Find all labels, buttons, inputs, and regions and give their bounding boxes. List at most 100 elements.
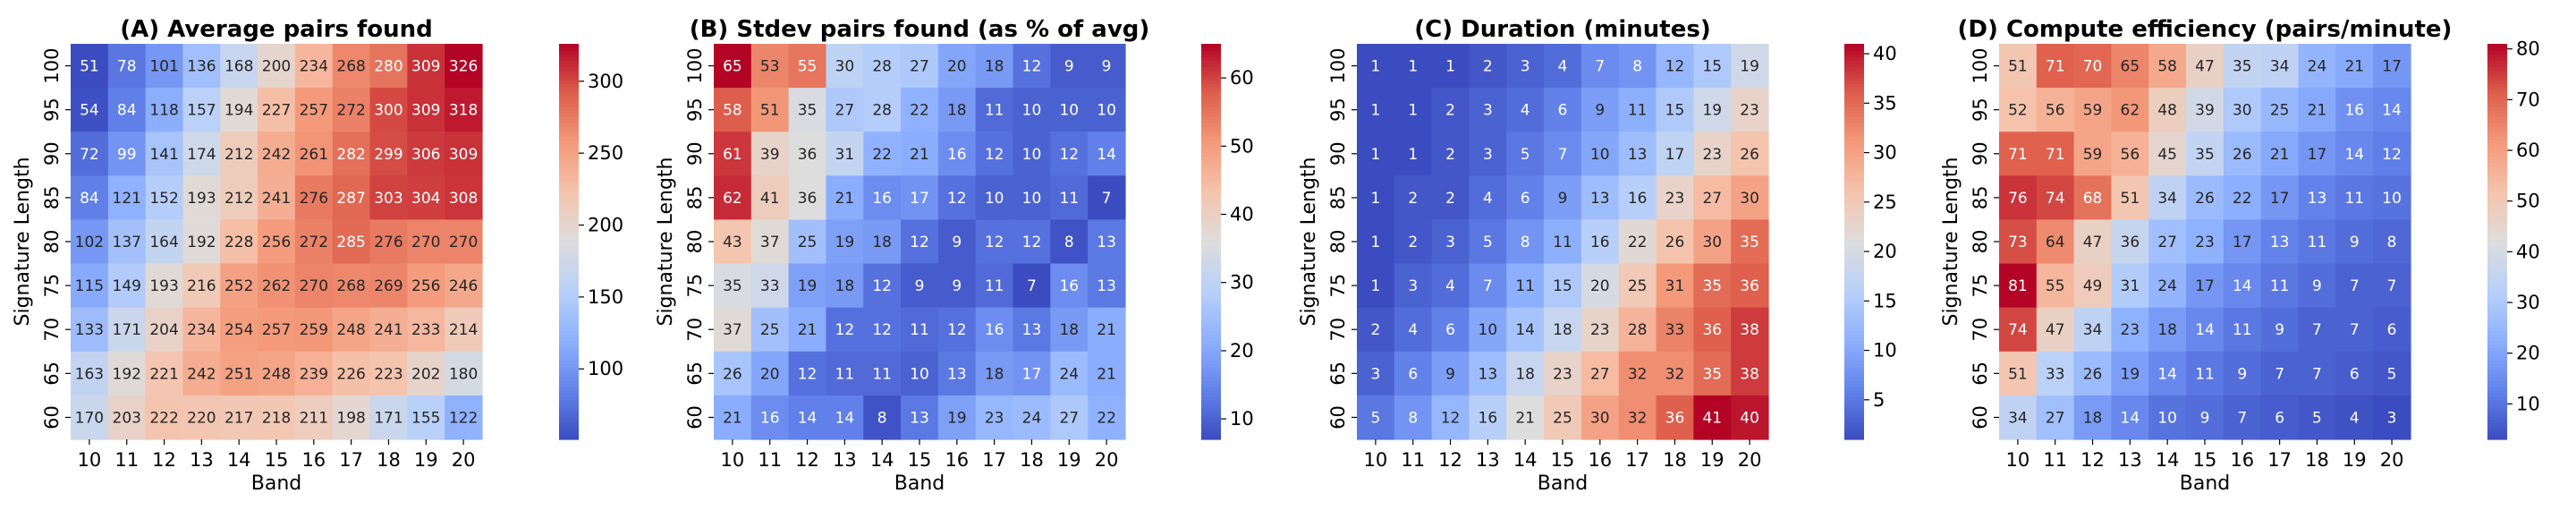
heatmap-cell xyxy=(258,175,296,221)
cell-value-label: 7 xyxy=(2237,409,2247,427)
colorbar-segment xyxy=(2487,268,2507,272)
cell-value-label: 8 xyxy=(1064,234,1074,251)
x-tick-label: 15 xyxy=(1551,449,1575,471)
cell-value-label: 56 xyxy=(2046,102,2065,120)
heatmap-cell xyxy=(901,132,939,176)
colorbar-segment xyxy=(1844,324,1864,328)
colorbar-segment xyxy=(1201,281,1221,285)
heatmap-cell xyxy=(407,307,445,353)
cell-value-label: 32 xyxy=(1628,409,1648,427)
colorbar-segment xyxy=(559,158,579,164)
colorbar-segment xyxy=(1844,297,1864,302)
colorbar-tick-label: 10 xyxy=(2516,393,2540,414)
heatmap-cell xyxy=(975,44,1014,89)
heatmap-cell xyxy=(369,88,408,132)
heatmap-cell xyxy=(2260,175,2300,221)
cell-value-label: 228 xyxy=(225,234,253,251)
y-tick-label: 85 xyxy=(41,186,63,210)
colorbar-segment xyxy=(1844,334,1864,338)
colorbar-segment xyxy=(559,344,579,348)
colorbar-tick-label: 5 xyxy=(1873,389,1885,411)
colorbar-segment xyxy=(1844,330,1864,335)
cell-value-label: 36 xyxy=(1665,409,1685,427)
y-tick-label: 100 xyxy=(1970,48,1991,84)
colorbar-segment xyxy=(1201,379,1221,384)
colorbar-segment xyxy=(1201,307,1221,311)
colorbar-segment xyxy=(1844,189,1864,193)
colorbar-segment xyxy=(559,370,579,374)
colorbar-segment xyxy=(1844,66,1864,72)
cell-value-label: 12 xyxy=(872,321,892,339)
colorbar-segment xyxy=(2487,139,2507,144)
cell-value-label: 121 xyxy=(113,190,141,208)
colorbar-segment xyxy=(2487,54,2507,58)
cell-value-label: 198 xyxy=(336,409,365,427)
cell-value-label: 14 xyxy=(835,409,855,427)
colorbar-segment xyxy=(1844,172,1864,176)
colorbar-segment xyxy=(559,172,579,176)
cell-value-label: 268 xyxy=(336,58,365,76)
cell-value-label: 174 xyxy=(187,146,216,164)
heatmap-cell xyxy=(1088,307,1126,353)
colorbar-segment xyxy=(1844,317,1864,321)
cell-value-label: 7 xyxy=(2312,321,2322,339)
heatmap-cell xyxy=(445,351,483,396)
heatmap-cell xyxy=(1999,307,2038,353)
cell-value-label: 19 xyxy=(798,277,818,295)
cell-value-label: 13 xyxy=(1479,365,1498,383)
colorbar-segment xyxy=(1844,370,1864,374)
cell-value-label: 12 xyxy=(1059,146,1079,164)
heatmap-cell xyxy=(2335,219,2374,265)
cell-value-label: 36 xyxy=(798,146,818,164)
x-tick-label: 13 xyxy=(2118,449,2142,471)
heatmap-cell xyxy=(714,219,752,265)
heatmap-cell xyxy=(2186,395,2224,440)
colorbar-segment xyxy=(1201,238,1221,242)
heatmap-cell xyxy=(1580,132,1620,176)
cell-value-label: 45 xyxy=(2157,146,2177,164)
colorbar-segment xyxy=(559,389,579,395)
colorbar-segment xyxy=(559,330,579,335)
cell-value-label: 9 xyxy=(2275,321,2284,339)
x-tick-label: 18 xyxy=(377,449,401,471)
cell-value-label: 23 xyxy=(985,409,1004,427)
heatmap-cell xyxy=(975,263,1014,309)
colorbar-segment xyxy=(1844,195,1864,200)
heatmap-cell xyxy=(1999,219,2038,265)
cell-value-label: 254 xyxy=(225,321,253,339)
heatmap-cell xyxy=(2186,351,2224,396)
chart-title: (C) Duration (minutes) xyxy=(1414,16,1710,43)
heatmap-cell xyxy=(145,219,184,265)
heatmap-cell xyxy=(1618,395,1657,440)
cell-value-label: 262 xyxy=(262,277,291,295)
colorbar-segment xyxy=(1201,330,1221,335)
x-tick-label: 19 xyxy=(1057,449,1081,471)
heatmap-cell xyxy=(1506,44,1545,89)
colorbar-segment xyxy=(2487,396,2507,401)
heatmap-cell xyxy=(2223,44,2262,89)
cell-value-label: 55 xyxy=(2046,277,2065,295)
colorbar-segment xyxy=(1201,254,1221,260)
colorbar-segment xyxy=(1201,419,1221,424)
y-tick-label: 90 xyxy=(41,141,63,166)
colorbar-segment xyxy=(1201,324,1221,328)
heatmap-cell xyxy=(332,307,371,353)
colorbar-segment xyxy=(1844,76,1864,81)
heatmap-cell xyxy=(1088,395,1126,440)
colorbar-segment xyxy=(1201,149,1221,154)
heatmap-cell xyxy=(2186,263,2224,309)
colorbar-segment xyxy=(1844,340,1864,345)
cell-value-label: 22 xyxy=(1628,234,1648,251)
colorbar-segment xyxy=(559,426,579,430)
heatmap-cell xyxy=(937,44,977,89)
heatmap-cell xyxy=(826,132,864,176)
cell-value-label: 102 xyxy=(75,234,104,251)
heatmap-cell xyxy=(2223,219,2262,265)
colorbar-segment xyxy=(1844,109,1864,114)
heatmap-cell xyxy=(1088,44,1126,89)
heatmap-cell xyxy=(2223,175,2262,221)
cell-value-label: 257 xyxy=(300,102,328,120)
colorbar-segment xyxy=(559,436,579,440)
colorbar-segment xyxy=(559,185,579,190)
heatmap-cell xyxy=(107,395,147,440)
